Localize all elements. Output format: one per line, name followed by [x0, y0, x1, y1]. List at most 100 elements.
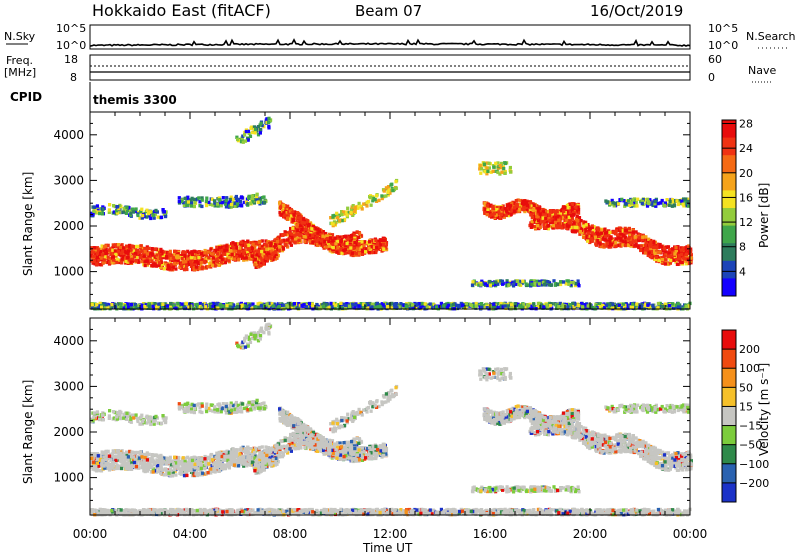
power-cell	[296, 240, 300, 245]
power-cell	[193, 249, 197, 254]
power-cell	[100, 256, 104, 260]
power-cell	[248, 201, 252, 205]
power-cell	[525, 306, 529, 310]
power-cell	[591, 236, 595, 240]
power-cell	[286, 245, 290, 249]
power-cell	[160, 305, 165, 309]
power-cell	[159, 257, 163, 262]
power-cell	[203, 248, 207, 253]
power-cell	[180, 256, 184, 261]
power-cell	[297, 234, 301, 238]
power-cell	[260, 249, 264, 254]
power-cell	[610, 242, 614, 247]
power-cell	[356, 250, 360, 254]
power-cell	[153, 255, 157, 259]
power-cell	[582, 224, 586, 228]
power-cell	[471, 305, 475, 310]
power-cell	[494, 213, 498, 217]
power-cell	[547, 283, 552, 287]
power-cell	[355, 306, 359, 310]
power-cell	[586, 223, 590, 227]
power-cell	[174, 267, 178, 271]
power-cell	[488, 211, 492, 215]
power-cell	[321, 230, 325, 234]
power-cell	[115, 257, 119, 261]
power-cell	[643, 247, 648, 252]
power-cell	[231, 197, 235, 202]
power-cell	[316, 243, 320, 247]
power-cell	[667, 262, 671, 266]
power-cell	[669, 258, 673, 263]
power-cell	[283, 213, 287, 217]
power-cell	[353, 205, 357, 209]
power-cell	[352, 246, 356, 250]
power-cell	[108, 261, 112, 265]
power-cell	[528, 223, 532, 228]
power-cell	[95, 204, 99, 208]
power-cell	[367, 251, 371, 255]
power-cell	[529, 210, 533, 215]
power-cell	[101, 302, 105, 306]
power-cell	[619, 244, 623, 248]
power-cell	[533, 281, 537, 285]
power-cell	[237, 250, 241, 255]
power-cell	[605, 230, 609, 235]
power-cell	[353, 209, 357, 213]
power-cell	[556, 282, 560, 287]
power-cell	[384, 241, 388, 245]
power-cell	[376, 241, 380, 246]
power-cell	[507, 283, 511, 288]
power-cell	[124, 250, 128, 255]
power-cell	[328, 236, 332, 240]
power-cell	[498, 216, 502, 220]
power-cell	[295, 236, 299, 241]
power-cell	[623, 226, 627, 231]
power-cell	[271, 254, 275, 259]
power-cell	[190, 262, 194, 267]
power-cell	[516, 198, 520, 202]
power-cell	[325, 234, 329, 238]
power-cell	[386, 302, 390, 306]
power-cell	[639, 248, 643, 253]
power-cell	[347, 238, 351, 243]
power-cell	[541, 280, 545, 285]
power-cell	[578, 229, 582, 234]
power-cell	[246, 247, 250, 251]
power-cell	[603, 231, 607, 236]
power-cell	[260, 259, 264, 264]
power-cell	[674, 260, 678, 264]
power-cell	[125, 246, 129, 250]
power-cell	[241, 255, 245, 259]
power-cell	[375, 248, 379, 252]
power-cell	[539, 216, 543, 221]
power-cell	[538, 212, 542, 216]
power-cell	[495, 206, 499, 210]
power-cell	[176, 258, 180, 262]
power-cell	[342, 302, 346, 306]
power-cell	[285, 233, 289, 237]
power-cell	[343, 251, 347, 255]
power-cell	[538, 222, 542, 226]
power-cell	[580, 230, 584, 235]
power-cell	[552, 214, 556, 218]
power-cell	[582, 228, 586, 233]
power-cell	[183, 253, 187, 257]
power-cell	[306, 232, 310, 236]
power-cell	[359, 204, 363, 209]
power-cell	[112, 210, 116, 214]
power-cell	[208, 254, 213, 258]
power-cell	[199, 251, 204, 256]
power-cell	[572, 213, 576, 217]
power-cell	[532, 210, 536, 215]
power-cell	[603, 227, 607, 231]
power-cell	[357, 252, 361, 256]
power-cell	[299, 225, 303, 230]
power-cell	[244, 244, 248, 249]
power-cell	[663, 254, 667, 258]
power-cell	[281, 207, 285, 211]
power-cell	[180, 263, 184, 267]
power-cell	[135, 249, 139, 253]
power-cell	[178, 265, 182, 269]
power-cell	[538, 225, 542, 229]
power-cell	[222, 244, 226, 248]
